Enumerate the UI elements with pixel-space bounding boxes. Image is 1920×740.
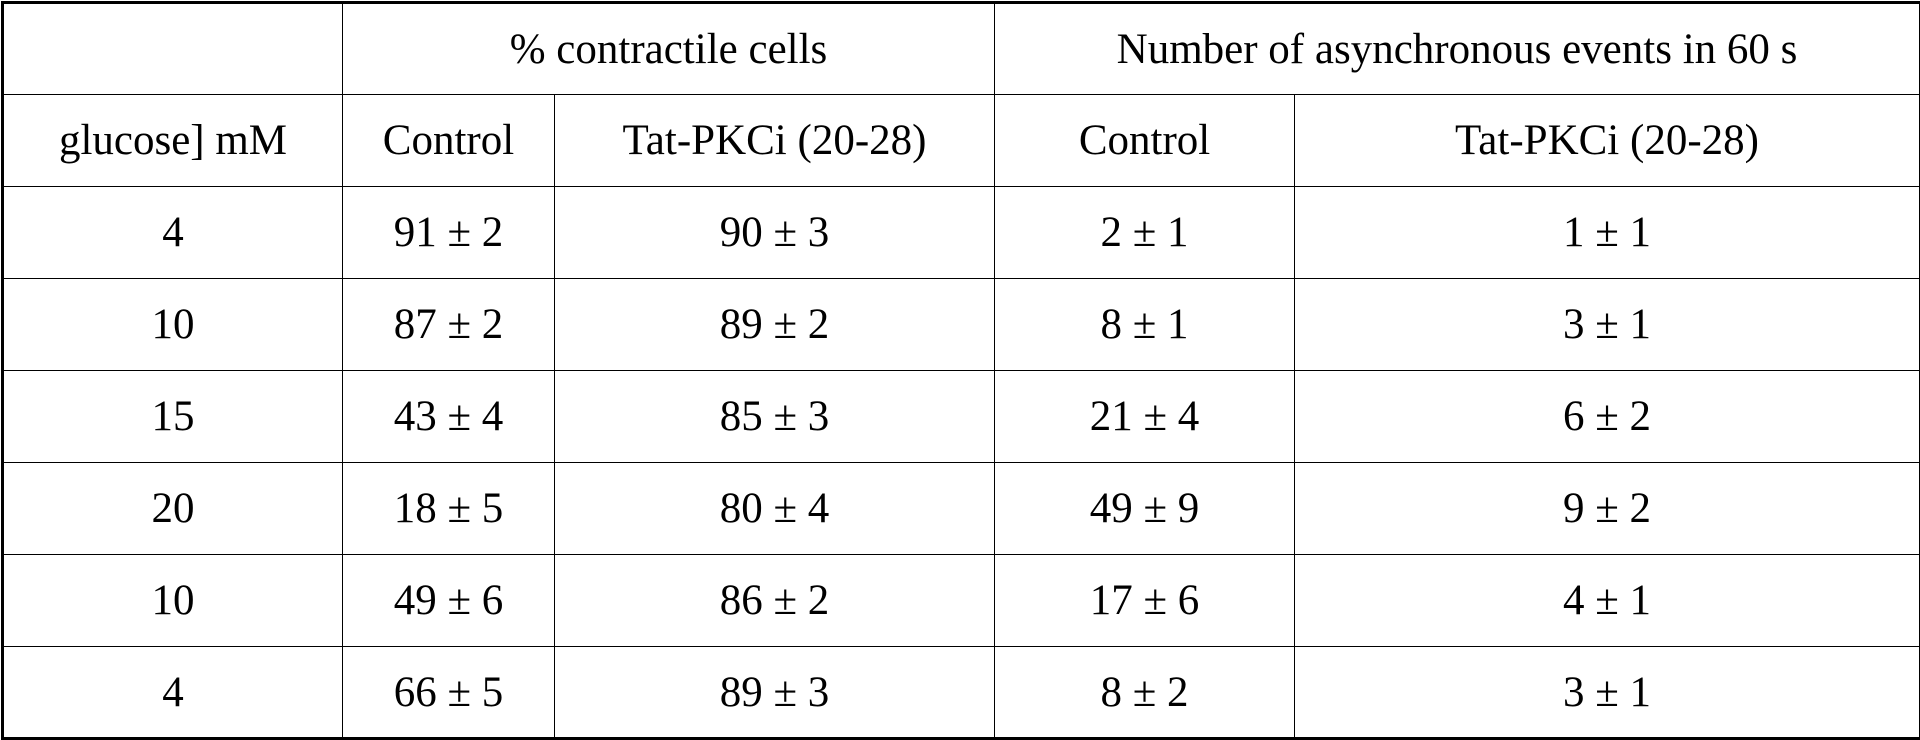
cell-glucose: 20 [3, 463, 343, 555]
cell-async-control: 8 ± 1 [995, 279, 1295, 371]
cell-glucose: 10 [3, 279, 343, 371]
table-row: 15 43 ± 4 85 ± 3 21 ± 4 6 ± 2 [3, 371, 1920, 463]
cell-async-control: 21 ± 4 [995, 371, 1295, 463]
cell-glucose: 4 [3, 647, 343, 739]
table-row: 10 87 ± 2 89 ± 2 8 ± 1 3 ± 1 [3, 279, 1920, 371]
table-row: 20 18 ± 5 80 ± 4 49 ± 9 9 ± 2 [3, 463, 1920, 555]
cell-async-tat: 3 ± 1 [1295, 647, 1920, 739]
cell-async-tat: 6 ± 2 [1295, 371, 1920, 463]
cell-contractile-tat: 86 ± 2 [555, 555, 995, 647]
cell-glucose: 4 [3, 187, 343, 279]
cell-glucose: 10 [3, 555, 343, 647]
cell-contractile-control: 91 ± 2 [343, 187, 555, 279]
header-asynchronous-events: Number of asynchronous events in 60 s [995, 3, 1920, 95]
cell-contractile-tat: 89 ± 3 [555, 647, 995, 739]
cell-glucose: 15 [3, 371, 343, 463]
cell-contractile-tat: 80 ± 4 [555, 463, 995, 555]
cell-async-control: 2 ± 1 [995, 187, 1295, 279]
header-empty-cell [3, 3, 343, 95]
table-row: 4 66 ± 5 89 ± 3 8 ± 2 3 ± 1 [3, 647, 1920, 739]
cell-async-control: 49 ± 9 [995, 463, 1295, 555]
cell-contractile-control: 43 ± 4 [343, 371, 555, 463]
header-contractile-tat-pkci: Tat-PKCi (20-28) [555, 95, 995, 187]
cell-contractile-tat: 89 ± 2 [555, 279, 995, 371]
table-row: 10 49 ± 6 86 ± 2 17 ± 6 4 ± 1 [3, 555, 1920, 647]
header-row-groups: % contractile cells Number of asynchrono… [3, 3, 1920, 95]
header-async-control: Control [995, 95, 1295, 187]
cell-contractile-control: 18 ± 5 [343, 463, 555, 555]
cell-async-tat: 9 ± 2 [1295, 463, 1920, 555]
cell-async-control: 8 ± 2 [995, 647, 1295, 739]
cell-contractile-control: 49 ± 6 [343, 555, 555, 647]
cell-contractile-control: 87 ± 2 [343, 279, 555, 371]
header-contractile-control: Control [343, 95, 555, 187]
cell-async-tat: 3 ± 1 [1295, 279, 1920, 371]
header-contractile-cells: % contractile cells [343, 3, 995, 95]
table-row: 4 91 ± 2 90 ± 3 2 ± 1 1 ± 1 [3, 187, 1920, 279]
cell-async-tat: 1 ± 1 [1295, 187, 1920, 279]
cell-contractile-control: 66 ± 5 [343, 647, 555, 739]
header-row-columns: glucose] mM Control Tat-PKCi (20-28) Con… [3, 95, 1920, 187]
header-glucose: glucose] mM [3, 95, 343, 187]
cell-contractile-tat: 85 ± 3 [555, 371, 995, 463]
cell-async-control: 17 ± 6 [995, 555, 1295, 647]
header-async-tat-pkci: Tat-PKCi (20-28) [1295, 95, 1920, 187]
cell-contractile-tat: 90 ± 3 [555, 187, 995, 279]
cell-async-tat: 4 ± 1 [1295, 555, 1920, 647]
